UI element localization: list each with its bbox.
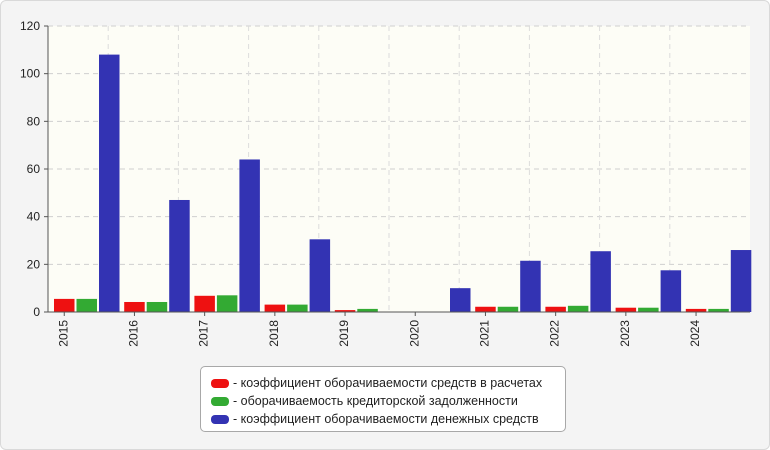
y-tick-label: 120 bbox=[20, 19, 40, 33]
legend-label: - коэффициент оборачиваемости денежных с… bbox=[233, 412, 539, 426]
bar-2021-1 bbox=[475, 306, 496, 312]
bar-2022-3 bbox=[590, 251, 611, 312]
bar-group bbox=[54, 54, 752, 312]
x-tick-label: 2022 bbox=[548, 320, 562, 347]
bar-2019-2 bbox=[357, 308, 378, 312]
bar-2017-3 bbox=[239, 159, 260, 312]
bar-2023-2 bbox=[638, 307, 659, 312]
bar-2017-2 bbox=[216, 295, 238, 312]
x-tick-label: 2021 bbox=[477, 320, 491, 347]
y-tick-label: 0 bbox=[33, 305, 40, 319]
legend-item: - оборачиваемость кредиторской задолженн… bbox=[211, 392, 565, 410]
y-tick-label: 100 bbox=[20, 67, 40, 81]
x-tick-label: 2020 bbox=[407, 320, 421, 347]
bar-2015-3 bbox=[99, 54, 120, 312]
bar-2018-3 bbox=[309, 239, 331, 312]
x-tick-label: 2016 bbox=[126, 320, 140, 347]
x-tick-label: 2024 bbox=[688, 320, 702, 347]
legend-label: - коэффициент оборачиваемости средств в … bbox=[233, 376, 543, 390]
bar-2019-1 bbox=[334, 310, 356, 312]
bar-2024-3 bbox=[730, 250, 752, 312]
x-tick-label: 2015 bbox=[56, 320, 70, 347]
bar-2021-3 bbox=[520, 260, 541, 312]
x-tick-label: 2023 bbox=[618, 320, 632, 347]
legend-swatch-green bbox=[211, 396, 229, 406]
bar-2020-3 bbox=[450, 288, 471, 312]
bar-2018-1 bbox=[264, 304, 286, 312]
bar-2021-2 bbox=[497, 306, 519, 312]
y-tick-labels: 0 20 40 60 80 100 120 bbox=[20, 19, 40, 319]
bar-2017-1 bbox=[194, 295, 215, 312]
legend: - коэффициент оборачиваемости средств в … bbox=[200, 366, 566, 432]
legend-item: - коэффициент оборачиваемости денежных с… bbox=[211, 410, 565, 428]
y-tick-label: 20 bbox=[27, 257, 41, 271]
bar-2023-3 bbox=[660, 270, 682, 312]
legend-swatch-blue bbox=[211, 414, 229, 424]
x-tick-label: 2017 bbox=[197, 320, 211, 347]
bar-2022-2 bbox=[567, 305, 589, 312]
bar-2015-2 bbox=[76, 298, 97, 312]
bar-2024-2 bbox=[708, 308, 729, 312]
bar-2016-1 bbox=[124, 301, 145, 312]
bar-2016-2 bbox=[146, 301, 168, 312]
bar-2016-3 bbox=[169, 199, 190, 312]
legend-label: - оборачиваемость кредиторской задолженн… bbox=[233, 394, 518, 408]
x-tick-labels: 2015 2016 2017 2018 2019 2020 2021 2022 2023 2024 bbox=[56, 320, 702, 347]
legend-item: - коэффициент оборачиваемости средств в … bbox=[211, 374, 565, 392]
y-tick-label: 40 bbox=[27, 210, 41, 224]
y-tick-label: 60 bbox=[27, 162, 41, 176]
bar-2022-1 bbox=[545, 306, 566, 312]
legend-swatch-red bbox=[211, 378, 229, 388]
x-tick-label: 2018 bbox=[267, 320, 281, 347]
bar-2015-1 bbox=[54, 298, 75, 312]
bar-2023-1 bbox=[615, 307, 637, 312]
axes bbox=[44, 25, 750, 316]
x-tick-label: 2019 bbox=[337, 320, 351, 347]
bar-2024-1 bbox=[685, 308, 707, 312]
y-tick-label: 80 bbox=[27, 114, 41, 128]
bar-2018-2 bbox=[287, 304, 308, 312]
